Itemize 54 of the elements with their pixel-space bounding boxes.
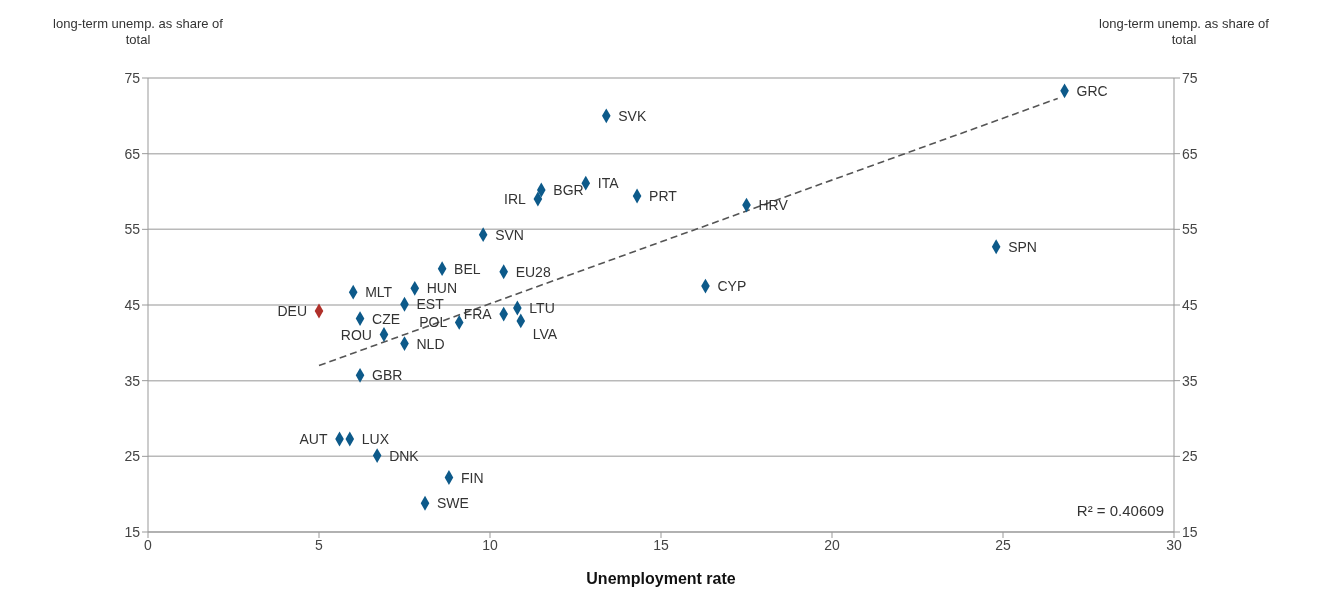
annotation: POL [419, 314, 448, 331]
y2-tick-label: 65 [1182, 145, 1198, 162]
y2-axis-title: long-term unemp. as share of total [1099, 16, 1270, 47]
x-tick-label: 5 [315, 536, 324, 553]
y2-tick-label: 45 [1182, 296, 1198, 313]
y-axis-title: long-term unemp. as share of total [53, 16, 224, 47]
y-tick-label: 15 [124, 523, 141, 540]
annotation: SVK [618, 107, 647, 124]
y-tick-label: 35 [124, 372, 141, 389]
x-tick-label: 0 [144, 536, 153, 553]
annotation: FIN [460, 469, 484, 486]
x-tick-label: 15 [653, 536, 669, 553]
annotation: HRV [758, 197, 789, 214]
x-tick-label: 20 [824, 536, 840, 553]
y-tick-label: 75 [124, 69, 141, 86]
annotation: DEU [277, 303, 307, 320]
annotation: SPN [1008, 238, 1037, 255]
annotation: SVN [495, 226, 524, 243]
annotation: PRT [649, 188, 678, 205]
y2-tick-label: 75 [1182, 69, 1198, 86]
annotation: FRA [463, 306, 493, 323]
annotation: ROU [340, 326, 372, 343]
annotation: CYP [717, 278, 747, 295]
annotation: CZE [372, 310, 401, 327]
annotation: R² = 0.40609 [1075, 502, 1164, 519]
y2-tick-label: 55 [1182, 221, 1198, 238]
annotation: EST [416, 296, 445, 313]
y-tick-label: 45 [124, 296, 141, 313]
x-tick-label: 25 [995, 536, 1011, 553]
annotation: LVA [532, 325, 558, 342]
annotation: ITA [597, 175, 620, 192]
annotation: AUT [299, 430, 328, 447]
y-tick-label: 25 [124, 448, 141, 465]
annotation: LTU [529, 300, 555, 317]
y2-tick-label: 35 [1182, 372, 1198, 389]
y-tick-label: 65 [124, 145, 141, 162]
y2-tick-label: 25 [1182, 448, 1198, 465]
annotation: BEL [454, 260, 481, 277]
y2-tick-label: 15 [1182, 523, 1198, 540]
annotation: EU28 [515, 263, 551, 280]
annotation: GBR [372, 367, 403, 384]
annotation: BGR [553, 181, 584, 198]
annotation: SWE [437, 495, 469, 512]
x-axis-title: Unemployment rate [586, 570, 736, 587]
annotation: HUN [426, 280, 458, 297]
x-tick-label: 10 [482, 536, 498, 553]
annotation: LUX [361, 430, 390, 447]
annotation: GRC [1076, 82, 1108, 99]
annotation: IRL [504, 191, 527, 208]
x-tick-label: 30 [1166, 536, 1182, 553]
annotation: NLD [416, 335, 445, 352]
y-tick-label: 55 [124, 221, 141, 238]
annotation: DNK [389, 447, 420, 464]
annotation: MLT [365, 284, 393, 301]
